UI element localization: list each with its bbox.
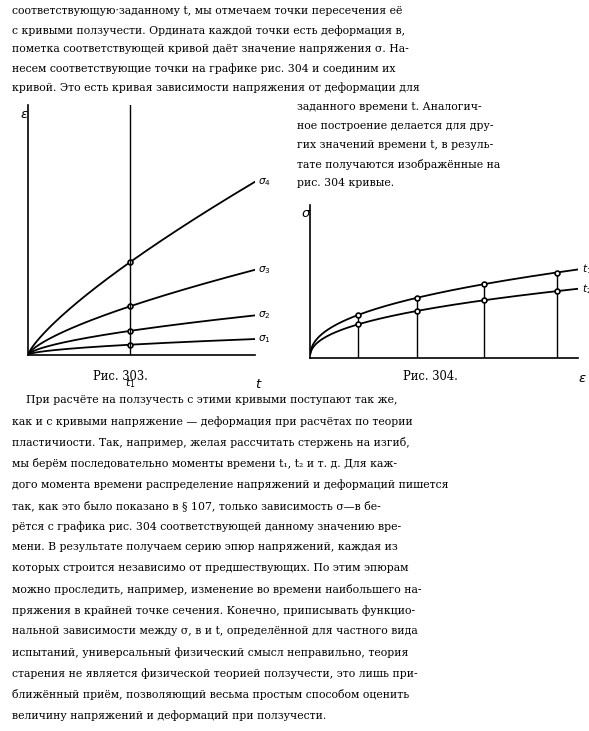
Text: $\sigma_3$: $\sigma_3$	[259, 264, 271, 276]
Text: ближённый приём, позволяющий весьма простым способом оценить: ближённый приём, позволяющий весьма прос…	[12, 689, 409, 700]
Text: $\sigma_2$: $\sigma_2$	[259, 309, 271, 322]
Text: мы берём последовательно моменты времени t₁, t₂ и т. д. Для каж-: мы берём последовательно моменты времени…	[12, 458, 397, 469]
Text: $t_1$: $t_1$	[582, 262, 589, 276]
Text: $t_2$: $t_2$	[582, 282, 589, 295]
Text: $\varepsilon$: $\varepsilon$	[20, 107, 29, 121]
Text: с кривыми ползучести. Ордината каждой точки есть деформация в,: с кривыми ползучести. Ордината каждой то…	[12, 25, 405, 36]
Text: рис. 304 кривые.: рис. 304 кривые.	[297, 178, 394, 188]
Text: несем соответствующие точки на графике рис. 304 и соединим их: несем соответствующие точки на графике р…	[12, 63, 395, 74]
Text: кривой. Это есть кривая зависимости напряжения от деформации для: кривой. Это есть кривая зависимости напр…	[12, 82, 420, 93]
Text: $\sigma_4$: $\sigma_4$	[259, 176, 271, 188]
Text: так, как это было показано в § 107, только зависимость σ—в бе-: так, как это было показано в § 107, толь…	[12, 500, 380, 511]
Text: Рис. 303.: Рис. 303.	[92, 370, 147, 383]
Text: $t$: $t$	[255, 377, 263, 390]
Text: $\sigma$: $\sigma$	[300, 207, 312, 219]
Text: заданного времени t. Аналогич-: заданного времени t. Аналогич-	[297, 102, 482, 112]
Text: рётся с графика рис. 304 соответствующей данному значению вре-: рётся с графика рис. 304 соответствующей…	[12, 521, 401, 531]
Text: которых строится независимо от предшествующих. По этим эпюрам: которых строится независимо от предшеств…	[12, 563, 409, 573]
Text: испытаний, универсальный физический смысл неправильно, теория: испытаний, универсальный физический смыс…	[12, 647, 408, 658]
Text: ное построение делается для дру-: ное построение делается для дру-	[297, 121, 494, 131]
Text: тате получаются изображённые на: тате получаются изображённые на	[297, 159, 500, 170]
Text: как и с кривыми напряжение — деформация при расчётах по теории: как и с кривыми напряжение — деформация …	[12, 416, 413, 427]
Text: пометка соответствующей кривой даёт значение напряжения σ. На-: пометка соответствующей кривой даёт знач…	[12, 44, 409, 54]
Text: $\varepsilon$: $\varepsilon$	[578, 372, 587, 385]
Text: $t_1$: $t_1$	[125, 376, 135, 390]
Text: гих значений времени t, в резуль-: гих значений времени t, в резуль-	[297, 140, 493, 150]
Text: нальной зависимости между σ, в и t, определённой для частного вида: нальной зависимости между σ, в и t, опре…	[12, 626, 418, 636]
Text: дого момента времени распределение напряжений и деформаций пишется: дого момента времени распределение напря…	[12, 479, 448, 490]
Text: Рис. 304.: Рис. 304.	[402, 370, 458, 383]
Text: $\sigma_1$: $\sigma_1$	[259, 333, 271, 345]
Text: пряжения в крайней точке сечения. Конечно, приписывать функцио-: пряжения в крайней точке сечения. Конечн…	[12, 605, 415, 616]
Text: старения не является физической теорией ползучести, это лишь при-: старения не является физической теорией …	[12, 668, 418, 679]
Text: пластичиости. Так, например, желая рассчитать стержень на изгиб,: пластичиости. Так, например, желая рассч…	[12, 437, 410, 448]
Text: величину напряжений и деформаций при ползучести.: величину напряжений и деформаций при пол…	[12, 710, 326, 721]
Text: можно проследить, например, изменение во времени наибольшего на-: можно проследить, например, изменение во…	[12, 584, 422, 595]
Text: соответствующую·заданному t, мы отмечаем точки пересечения её: соответствующую·заданному t, мы отмечаем…	[12, 6, 402, 16]
Text: мени. В результате получаем серию эпюр напряжений, каждая из: мени. В результате получаем серию эпюр н…	[12, 542, 398, 552]
Text: При расчёте на ползучесть с этими кривыми поступают так же,: При расчёте на ползучесть с этими кривым…	[12, 395, 398, 405]
